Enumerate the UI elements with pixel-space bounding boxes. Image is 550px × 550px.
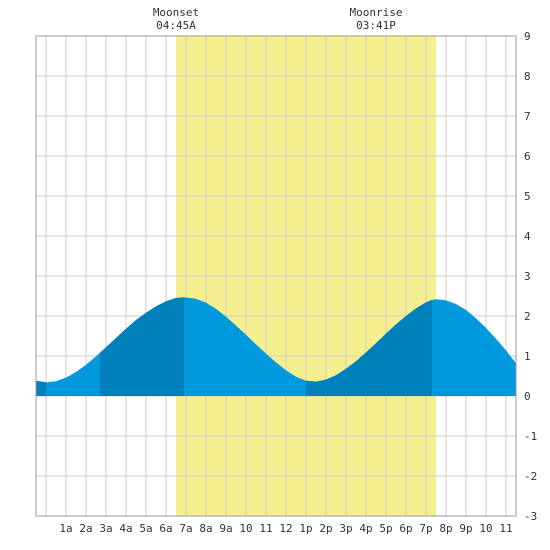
grid-layer: [36, 35, 516, 517]
x-tick-label: 6p: [399, 522, 412, 535]
x-tick-label: 3p: [339, 522, 352, 535]
y-tick-label: 3: [524, 270, 531, 283]
plot-border: [35, 35, 517, 517]
y-tick-labels: -3 -2 -1 0 1 2 3 4 5 6 7 8 9: [524, 30, 537, 523]
moon-event-label: Moonrise: [350, 6, 403, 19]
x-tick-label: 7p: [419, 522, 432, 535]
y-tick-label: -1: [524, 430, 537, 443]
y-tick-label: 5: [524, 190, 531, 203]
tide-area-dark-band: [36, 380, 46, 396]
y-tick-label: -2: [524, 470, 537, 483]
tide-area-dark-band: [306, 300, 432, 396]
x-tick-label: 1a: [59, 522, 72, 535]
x-tick-label: 12: [279, 522, 292, 535]
tide-area-dark-band: [100, 297, 184, 396]
y-tick-label: 7: [524, 110, 531, 123]
y-tick-label: 6: [524, 150, 531, 163]
x-tick-label: 8a: [199, 522, 212, 535]
x-tick-label: 1p: [299, 522, 312, 535]
y-tick-label: 0: [524, 390, 531, 403]
moon-event-label: Moonset: [153, 6, 199, 19]
x-tick-label: 4p: [359, 522, 372, 535]
x-tick-label: 5a: [139, 522, 152, 535]
x-tick-labels: 1a 2a 3a 4a 5a 6a 7a 8a 9a 10 11 12 1p 2p 3p 4p 5p 6p 7p 8p…: [59, 522, 512, 535]
moon-event-time: 03:41P: [356, 19, 396, 32]
x-tick-label: 3a: [99, 522, 112, 535]
x-tick-label: 9a: [219, 522, 232, 535]
x-tick-label: 9p: [459, 522, 472, 535]
x-tick-label: 2a: [79, 522, 92, 535]
x-tick-label: 10: [239, 522, 252, 535]
tide-area-layer: [36, 297, 516, 396]
y-tick-label: 2: [524, 310, 531, 323]
y-tick-label: 4: [524, 230, 531, 243]
y-tick-label: 9: [524, 30, 531, 43]
x-tick-label: 5p: [379, 522, 392, 535]
x-tick-label: 6a: [159, 522, 172, 535]
y-tick-label: 1: [524, 350, 531, 363]
x-tick-label: 10: [479, 522, 492, 535]
x-tick-label: 4a: [119, 522, 132, 535]
x-tick-label: 7a: [179, 522, 192, 535]
y-tick-label: 8: [524, 70, 531, 83]
y-tick-label: -3: [524, 510, 537, 523]
moon-event-time: 04:45A: [156, 19, 196, 32]
x-tick-label: 2p: [319, 522, 332, 535]
x-tick-label: 8p: [439, 522, 452, 535]
x-tick-label: 11: [259, 522, 272, 535]
x-tick-label: 11: [499, 522, 512, 535]
